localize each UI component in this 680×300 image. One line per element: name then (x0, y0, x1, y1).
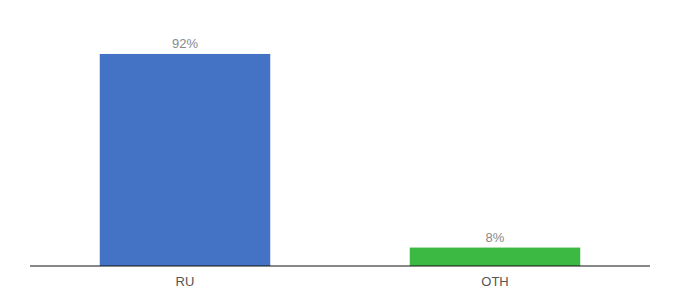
x-tick-label: RU (176, 274, 195, 289)
data-labels: 92% 8% (172, 36, 505, 245)
chart-container: 92% 8% RU OTH (0, 0, 680, 300)
bar (410, 248, 581, 266)
data-label: 92% (172, 36, 198, 51)
data-label: 8% (486, 230, 505, 245)
x-axis (30, 266, 650, 267)
x-tick-labels: RU OTH (176, 274, 509, 289)
x-tick-label: OTH (481, 274, 508, 289)
bar (100, 54, 271, 266)
chart-svg: 92% 8% RU OTH (0, 0, 680, 300)
bars (100, 54, 581, 266)
